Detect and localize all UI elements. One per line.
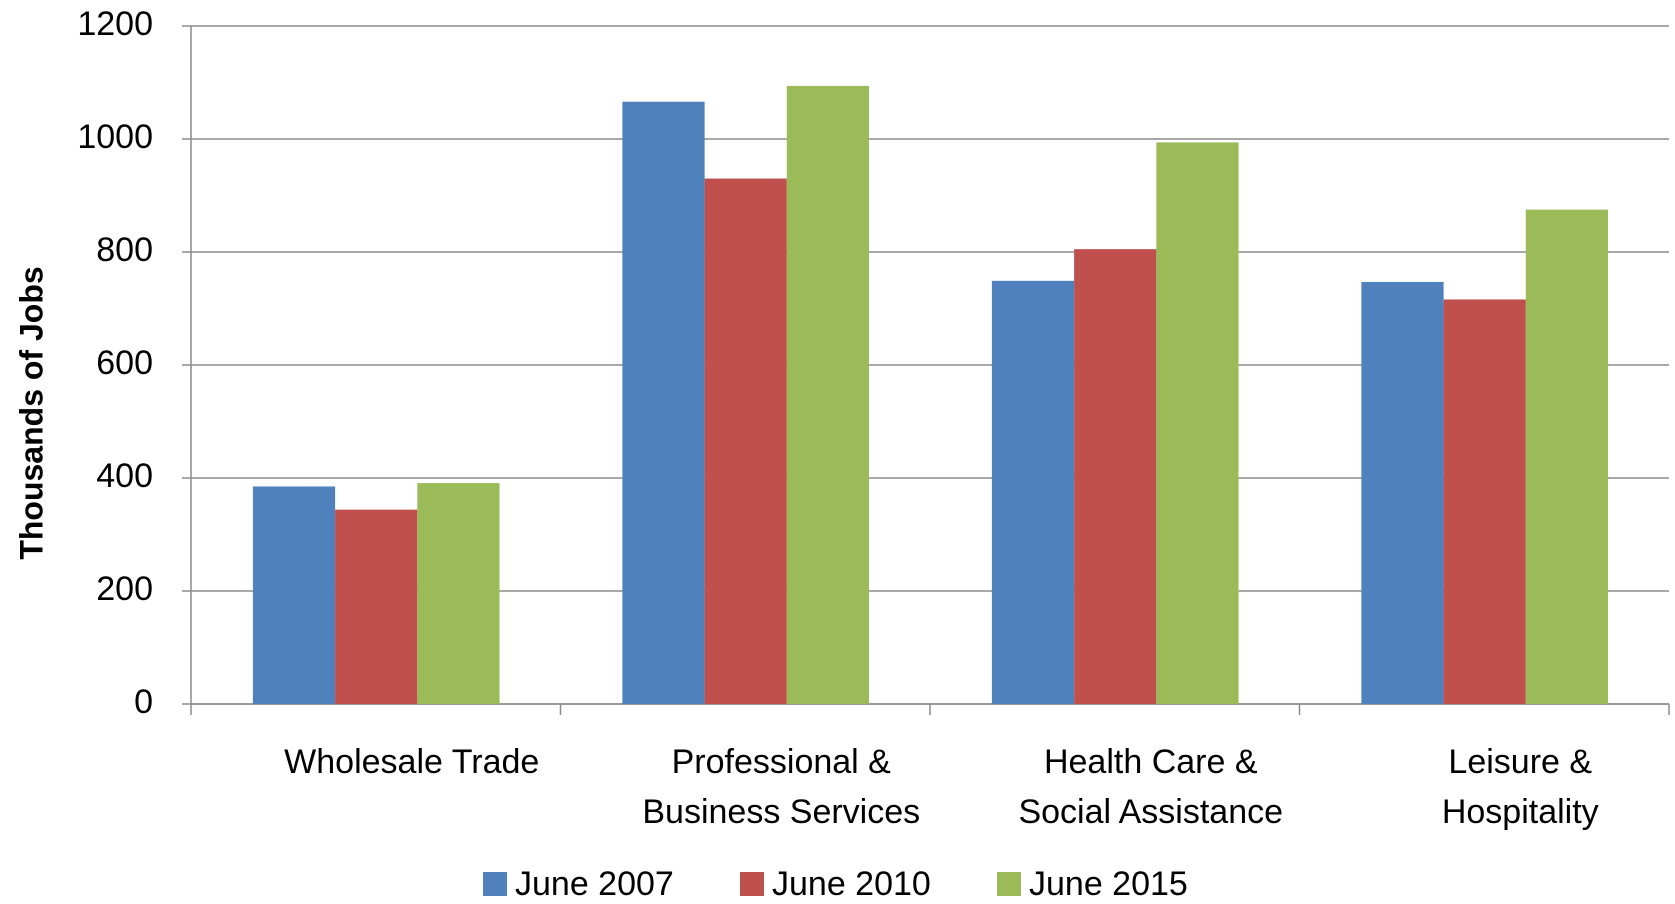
x-tick-label: Health Care & Social Assistance [1018, 743, 1284, 831]
bar [704, 178, 787, 705]
bar [1443, 299, 1526, 704]
bar [991, 280, 1075, 704]
x-tick-label: Leisure & Hospitality [1441, 743, 1599, 831]
x-tick-label: Professional & Business Services [642, 743, 921, 831]
legend-swatch [483, 872, 507, 896]
legend-swatch [997, 872, 1021, 896]
legend-label: June 2015 [1029, 865, 1188, 903]
legend-swatch [740, 872, 764, 896]
y-tick-label: 1200 [77, 5, 153, 43]
y-tick-label: 0 [134, 683, 153, 721]
bar [1074, 249, 1157, 705]
bar [1525, 209, 1609, 704]
y-tick-label: 600 [96, 344, 153, 382]
bar [786, 85, 870, 704]
bar [417, 483, 500, 704]
bar [252, 486, 336, 704]
y-tick-label: 200 [96, 570, 153, 608]
x-tick-label: Wholesale Trade [284, 743, 540, 781]
y-axis-title: Thousands of Jobs [13, 266, 49, 559]
bar [1361, 281, 1444, 704]
bar [622, 101, 705, 704]
legend-label: June 2010 [772, 865, 931, 903]
y-tick-label: 1000 [77, 118, 153, 156]
bar [1156, 142, 1239, 704]
legend-label: June 2007 [515, 865, 674, 903]
bar [335, 509, 418, 704]
y-tick-label: 400 [96, 457, 153, 495]
y-tick-label: 800 [96, 231, 153, 269]
